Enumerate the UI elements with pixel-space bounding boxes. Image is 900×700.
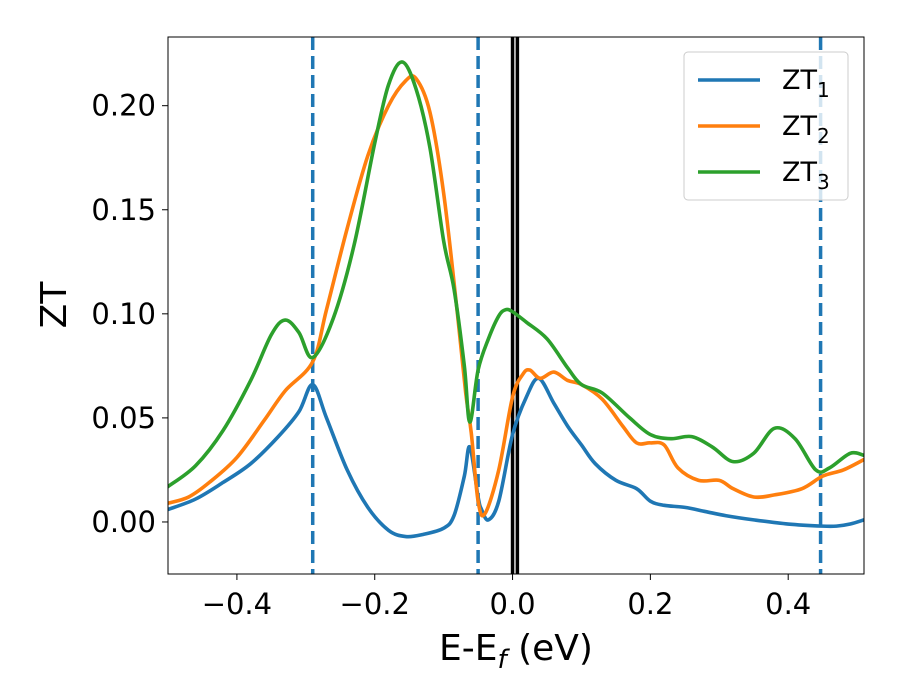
y-tick-label: 0.00 (91, 505, 156, 539)
plot-frame (167, 36, 865, 575)
legend-frame (683, 51, 849, 201)
legend-label-zt1: ZT1 (782, 65, 830, 102)
x-axis-title: E-Ef (eV) (439, 628, 593, 675)
series-line-zt1 (168, 376, 864, 539)
vertical-reference-lines (310, 37, 823, 574)
y-tick-label: 0.05 (91, 401, 156, 435)
series-layer (168, 60, 864, 539)
x-axis-title-unit: (eV) (507, 628, 593, 669)
y-axis: 0.00 0.05 0.10 0.15 0.20 (91, 89, 168, 539)
x-tick-label: 0.4 (765, 587, 811, 621)
y-tick-label: 0.15 (91, 193, 156, 227)
x-tick-label: −0.4 (202, 587, 272, 621)
x-tick-label: 0.0 (489, 587, 535, 621)
legend-label-zt2: ZT2 (782, 111, 830, 148)
x-axis: −0.4 −0.2 0.0 0.2 0.4 (202, 574, 811, 621)
y-tick-label: 0.10 (91, 297, 156, 331)
series-line-zt3 (168, 60, 864, 489)
y-tick-label: 0.20 (91, 89, 156, 123)
legend-label-zt3: ZT3 (782, 157, 830, 194)
y-axis-title: ZT (34, 281, 75, 329)
x-tick-label: −0.2 (340, 587, 410, 621)
legend: ZT1 ZT2 ZT3 (683, 51, 849, 201)
x-tick-label: 0.2 (627, 587, 673, 621)
x-axis-title-main: E-E (439, 628, 497, 669)
series-line-zt2 (168, 74, 864, 518)
